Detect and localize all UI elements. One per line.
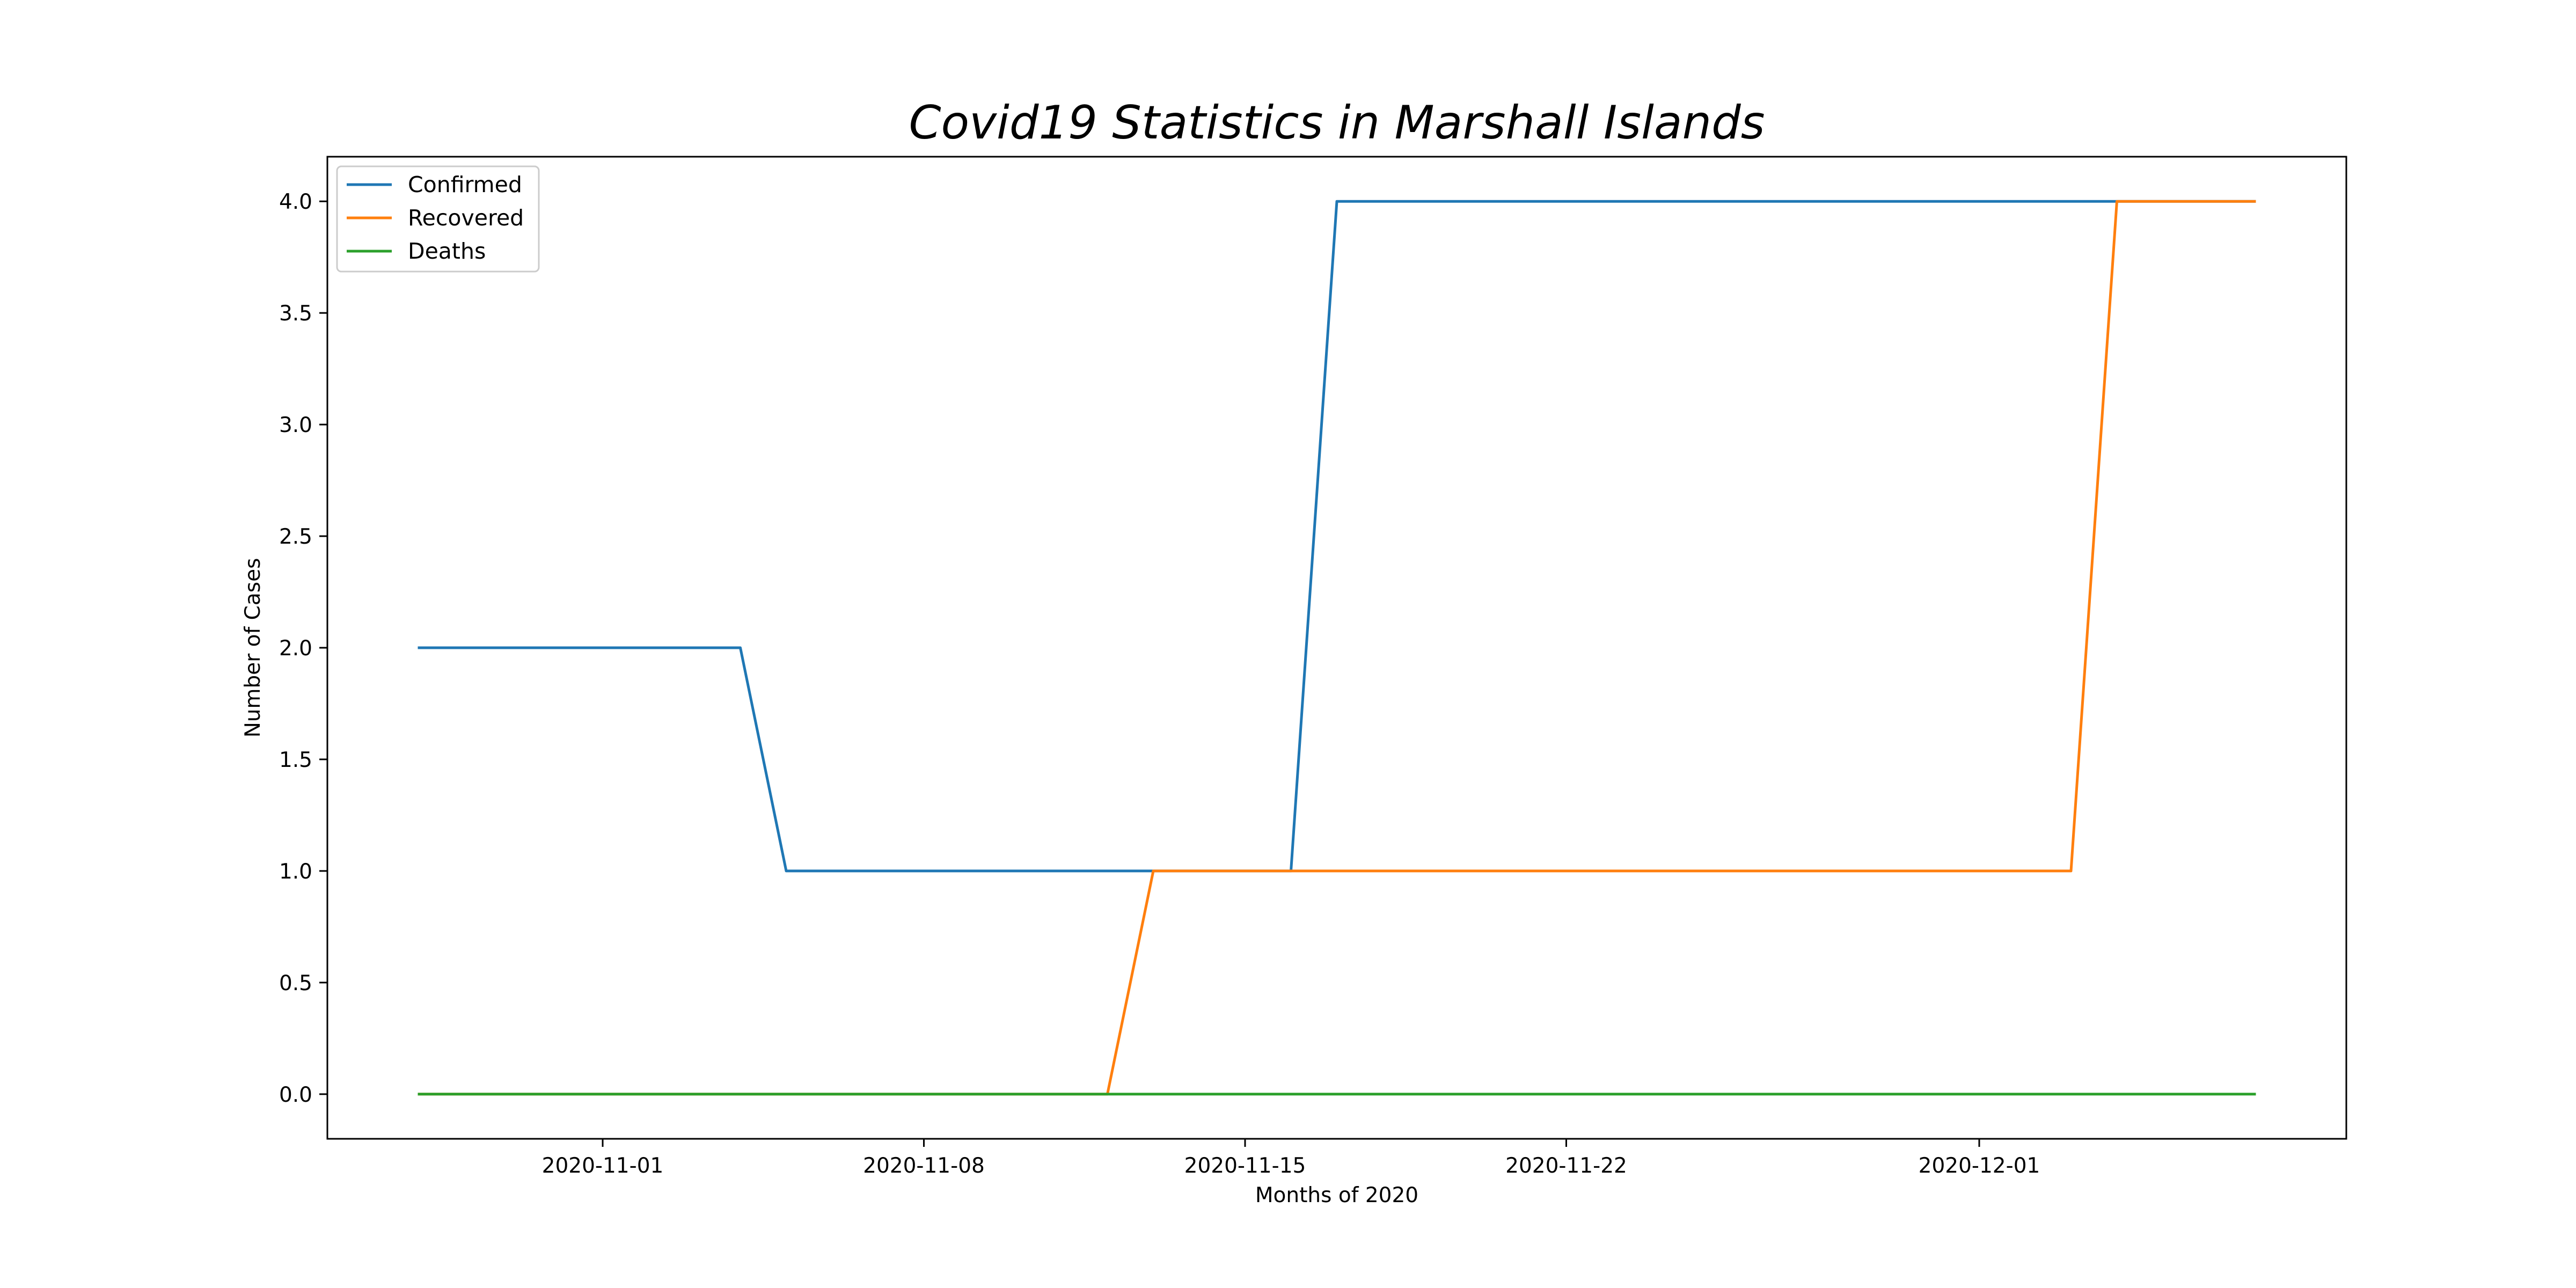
y-tick-label: 0.0 — [279, 1083, 312, 1107]
x-tick-label: 2020-11-22 — [1505, 1154, 1627, 1178]
y-axis-title: Number of Cases — [241, 558, 265, 738]
y-tick-label: 0.5 — [279, 971, 312, 996]
y-axis: 0.0 0.5 1.0 1.5 2.0 2.5 3.0 3.5 4.0 — [279, 190, 327, 1107]
y-tick-label: 2.0 — [279, 636, 312, 661]
x-tick-label: 2020-11-01 — [542, 1154, 664, 1178]
legend-label-confirmed: Confirmed — [408, 172, 522, 197]
x-tick-label: 2020-11-08 — [863, 1154, 985, 1178]
x-tick-label: 2020-12-01 — [1919, 1154, 2040, 1178]
y-tick-label: 1.0 — [279, 860, 312, 884]
y-tick-label: 3.5 — [279, 302, 312, 326]
legend-label-recovered: Recovered — [408, 205, 524, 231]
y-tick-label: 4.0 — [279, 190, 312, 214]
series-line-confirmed — [418, 200, 2256, 873]
x-axis: 2020-11-01 2020-11-08 2020-11-15 2020-11-22… — [542, 1139, 2040, 1178]
x-tick-label: 2020-11-15 — [1184, 1154, 1306, 1178]
y-tick-label: 2.5 — [279, 525, 312, 549]
x-axis-title: Months of 2020 — [1255, 1183, 1418, 1208]
legend-box — [336, 165, 540, 273]
legend-label-deaths: Deaths — [408, 238, 486, 264]
y-tick-label: 1.5 — [279, 748, 312, 772]
y-tick-label: 3.0 — [279, 413, 312, 437]
plot-lines — [418, 200, 2256, 1096]
legend: Confirmed Recovered Deaths — [336, 165, 540, 273]
chart-title: Covid19 Statistics in Marshall Islands — [909, 96, 1765, 150]
